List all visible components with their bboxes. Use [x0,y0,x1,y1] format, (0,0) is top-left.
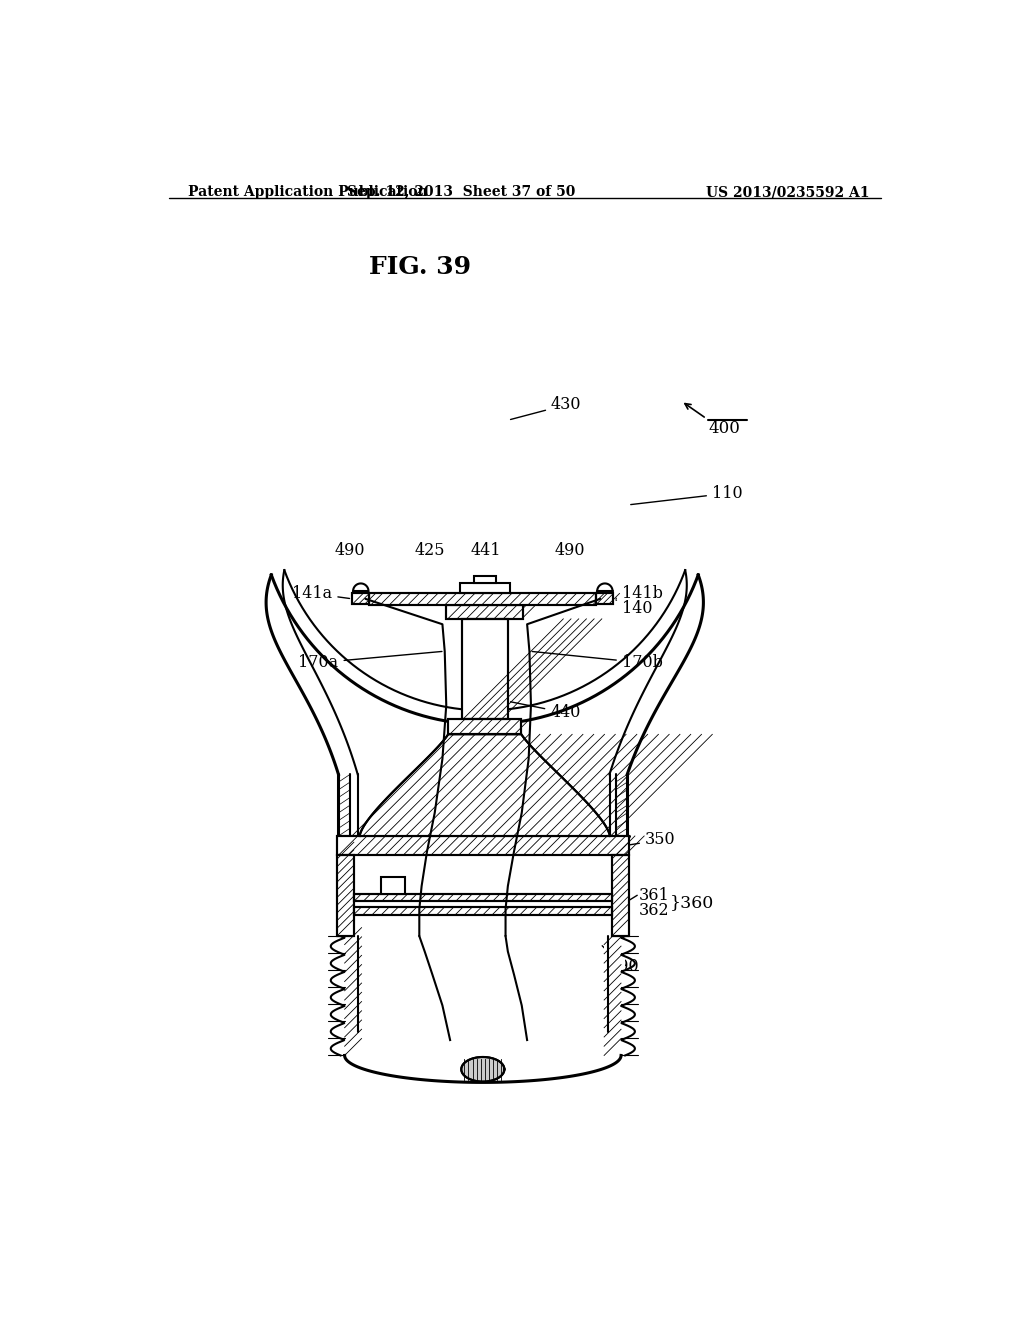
Bar [462,619,508,719]
Text: 490: 490 [335,541,366,558]
Bar [446,605,523,619]
Text: 350: 350 [630,832,676,849]
Bar [354,894,611,902]
Bar [352,594,370,605]
Bar [611,855,629,936]
Bar [354,894,611,902]
Bar [370,593,596,605]
Text: }360: }360 [670,895,714,912]
Text: 141a: 141a [292,585,349,602]
Bar [611,855,629,936]
Text: 361: 361 [639,887,670,904]
Bar [337,836,629,855]
Bar [337,855,354,936]
Text: FIG. 39: FIG. 39 [370,255,471,279]
Text: 425: 425 [414,541,444,558]
Bar [381,876,406,894]
Bar [354,907,611,915]
Bar [352,594,370,605]
Text: 110: 110 [631,484,742,504]
Bar [341,936,361,1056]
Bar [596,594,613,605]
Bar [474,576,496,583]
Ellipse shape [461,1057,505,1081]
Bar [449,719,521,734]
Bar [354,907,611,915]
Text: 430: 430 [511,396,582,420]
Text: Patent Application Publication: Patent Application Publication [188,185,428,199]
Text: 170b: 170b [532,652,663,672]
Text: 440: 440 [511,702,581,721]
Text: 190: 190 [602,945,639,975]
Text: 141b: 141b [616,585,663,602]
Bar [337,836,629,855]
Bar [596,594,613,605]
Text: 490: 490 [554,541,585,558]
Text: 362: 362 [639,902,670,919]
Text: Sep. 12, 2013  Sheet 37 of 50: Sep. 12, 2013 Sheet 37 of 50 [347,185,575,199]
Text: 140: 140 [615,599,652,618]
Bar [449,719,521,734]
Bar [370,593,596,605]
Polygon shape [359,734,610,836]
Text: 400: 400 [708,420,740,437]
Bar [446,605,523,619]
Text: 441: 441 [471,541,502,558]
Bar [462,619,508,719]
Bar [337,855,354,936]
Bar [604,936,625,1056]
Text: US 2013/0235592 A1: US 2013/0235592 A1 [707,185,869,199]
Text: 170a: 170a [298,652,442,672]
Bar [460,583,510,593]
